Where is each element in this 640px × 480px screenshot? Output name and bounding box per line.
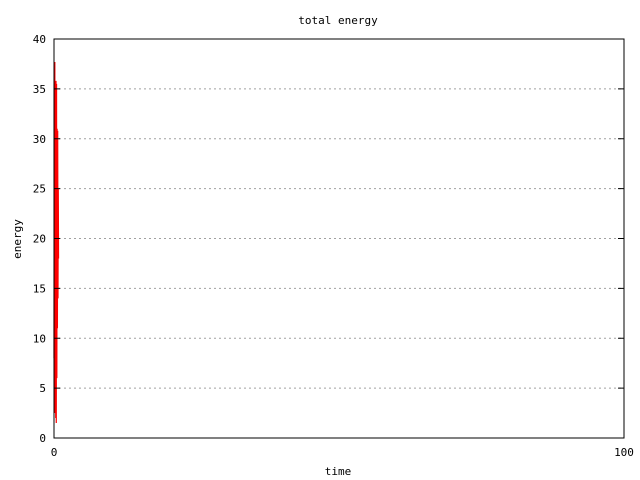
x-axis-label: time: [325, 465, 352, 478]
y-tick-label: 0: [39, 432, 46, 445]
y-tick-label: 15: [33, 282, 46, 295]
y-tick-label: 10: [33, 332, 46, 345]
data-series: [53, 61, 60, 424]
x-axis-ticks: 0 100: [51, 39, 634, 459]
x-tick-label: 0: [51, 446, 58, 459]
y-axis-label: energy: [11, 219, 24, 259]
y-tick-label: 5: [39, 382, 46, 395]
y-axis-ticks: 0 5 10 15 20 25 30 35 40: [33, 33, 624, 445]
x-tick-label: 100: [614, 446, 634, 459]
y-tick-label: 20: [33, 233, 46, 246]
y-tick-label: 25: [33, 183, 46, 196]
y-tick-label: 30: [33, 133, 46, 146]
y-tick-label: 40: [33, 33, 46, 46]
chart-title: total energy: [298, 14, 378, 27]
series-line: [53, 61, 60, 424]
y-tick-label: 35: [33, 83, 46, 96]
grid-lines: [54, 88, 624, 389]
